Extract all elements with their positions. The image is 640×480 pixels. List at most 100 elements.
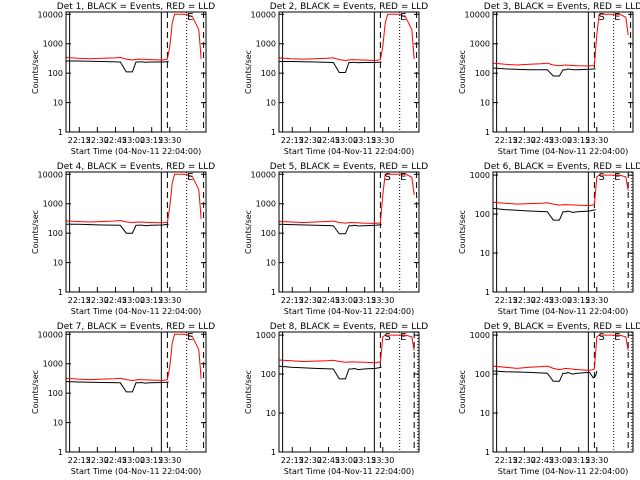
y-tick-label: 100 bbox=[261, 229, 276, 238]
reference-lines bbox=[69, 12, 205, 132]
marker-e: E bbox=[614, 172, 620, 183]
series-lld-line bbox=[66, 173, 202, 224]
panel-title: Det 4, BLACK = Events, RED = LLD bbox=[57, 162, 216, 172]
plot-frame bbox=[492, 171, 634, 293]
y-tick-label: 1000 bbox=[470, 40, 490, 49]
x-tick-label: 23:15 bbox=[353, 296, 376, 305]
y-tick-label: 100 bbox=[475, 370, 490, 379]
series-events-line bbox=[279, 61, 382, 73]
y-tick-label: 1000 bbox=[470, 171, 490, 180]
marker-e: E bbox=[400, 172, 406, 183]
x-tick-label: 23:15 bbox=[140, 456, 163, 465]
series-events-line bbox=[493, 370, 598, 382]
marker-s: S bbox=[384, 332, 390, 343]
y-tick-label: 1000 bbox=[43, 360, 63, 369]
panel-title: Det 3, BLACK = Events, RED = LLD bbox=[484, 2, 640, 12]
marker-s: S bbox=[598, 12, 604, 23]
reference-lines bbox=[282, 12, 418, 132]
x-tick-label: 23:15 bbox=[567, 456, 590, 465]
y-tick-label: 1 bbox=[58, 288, 63, 297]
x-axis-label: Start Time (04-Nov-11 22:04:00) bbox=[284, 307, 414, 316]
x-tick-label: 22:45 bbox=[317, 456, 340, 465]
x-tick-label: 23:15 bbox=[353, 456, 376, 465]
series-lld-line bbox=[279, 334, 415, 364]
marker-e: E bbox=[187, 172, 193, 183]
y-tick-label: 100 bbox=[475, 210, 490, 219]
y-tick-label: 10000 bbox=[251, 170, 276, 179]
y-tick-label: 100 bbox=[48, 389, 63, 398]
y-tick-label: 1000 bbox=[256, 40, 276, 49]
y-axis-label: Counts/sec bbox=[244, 50, 253, 94]
reference-lines bbox=[69, 332, 205, 452]
y-tick-label: 100 bbox=[261, 69, 276, 78]
marker-e: E bbox=[187, 332, 193, 343]
marker-s: S bbox=[598, 172, 604, 183]
x-tick-label: 22:45 bbox=[104, 296, 127, 305]
y-tick-label: 10 bbox=[266, 259, 276, 268]
y-tick-label: 1 bbox=[271, 448, 276, 457]
x-axis-label: Start Time (04-Nov-11 22:04:00) bbox=[284, 147, 414, 156]
y-tick-label: 1000 bbox=[43, 200, 63, 209]
x-tick-label: 22:15 bbox=[281, 456, 304, 465]
y-tick-label: 10 bbox=[480, 409, 490, 418]
y-axis-label: Counts/sec bbox=[31, 210, 40, 254]
plot-frame bbox=[492, 11, 634, 133]
y-tick-label: 1 bbox=[485, 128, 490, 137]
series-lld-line bbox=[279, 173, 415, 224]
series-lld-line bbox=[279, 13, 415, 62]
x-tick-label: 23:15 bbox=[567, 136, 590, 145]
series-events-line bbox=[279, 223, 382, 235]
x-tick-label: 22:30 bbox=[299, 456, 322, 465]
y-tick-label: 10000 bbox=[38, 330, 63, 339]
y-tick-label: 1 bbox=[485, 448, 490, 457]
marker-e: E bbox=[187, 12, 193, 23]
x-tick-label: 22:45 bbox=[531, 296, 554, 305]
plot-frame bbox=[65, 11, 207, 133]
x-tick-label: 22:15 bbox=[495, 136, 518, 145]
x-tick-label: 23:00 bbox=[549, 296, 572, 305]
marker-e: E bbox=[614, 332, 620, 343]
panel-title: Det 5, BLACK = Events, RED = LLD bbox=[270, 162, 429, 172]
y-axis-label: Counts/sec bbox=[31, 50, 40, 94]
y-tick-label: 1000 bbox=[470, 331, 490, 340]
x-tick-label: 22:30 bbox=[299, 296, 322, 305]
x-axis-label: Start Time (04-Nov-11 22:04:00) bbox=[284, 467, 414, 476]
panel-title: Det 2, BLACK = Events, RED = LLD bbox=[270, 2, 429, 12]
y-axis-label: Counts/sec bbox=[458, 210, 467, 254]
reference-lines bbox=[69, 172, 205, 292]
series-events-line bbox=[66, 223, 169, 234]
x-tick-label: 23:00 bbox=[549, 136, 572, 145]
series-events-line bbox=[66, 381, 169, 393]
y-tick-label: 100 bbox=[475, 69, 490, 78]
plot-frame bbox=[492, 331, 634, 453]
reference-lines bbox=[496, 332, 633, 452]
reference-lines bbox=[496, 172, 633, 292]
y-tick-label: 1 bbox=[58, 448, 63, 457]
x-tick-label: 22:30 bbox=[86, 136, 109, 145]
plot-frame bbox=[278, 171, 420, 293]
y-tick-label: 10000 bbox=[251, 10, 276, 19]
y-tick-label: 10 bbox=[266, 99, 276, 108]
marker-s: S bbox=[598, 332, 604, 343]
x-axis-label: Start Time (04-Nov-11 22:04:00) bbox=[498, 307, 628, 316]
x-tick-label: 23:30 bbox=[585, 296, 608, 305]
x-tick-label: 23:15 bbox=[140, 296, 163, 305]
x-tick-label: 23:00 bbox=[335, 136, 358, 145]
x-tick-label: 23:00 bbox=[122, 456, 145, 465]
x-tick-label: 22:15 bbox=[281, 296, 304, 305]
y-tick-label: 10 bbox=[266, 409, 276, 418]
panel-title: Det 6, BLACK = Events, RED = LLD bbox=[484, 162, 640, 172]
y-tick-label: 10000 bbox=[38, 170, 63, 179]
x-tick-label: 22:45 bbox=[104, 456, 127, 465]
x-tick-label: 23:00 bbox=[122, 296, 145, 305]
y-tick-label: 10 bbox=[53, 259, 63, 268]
